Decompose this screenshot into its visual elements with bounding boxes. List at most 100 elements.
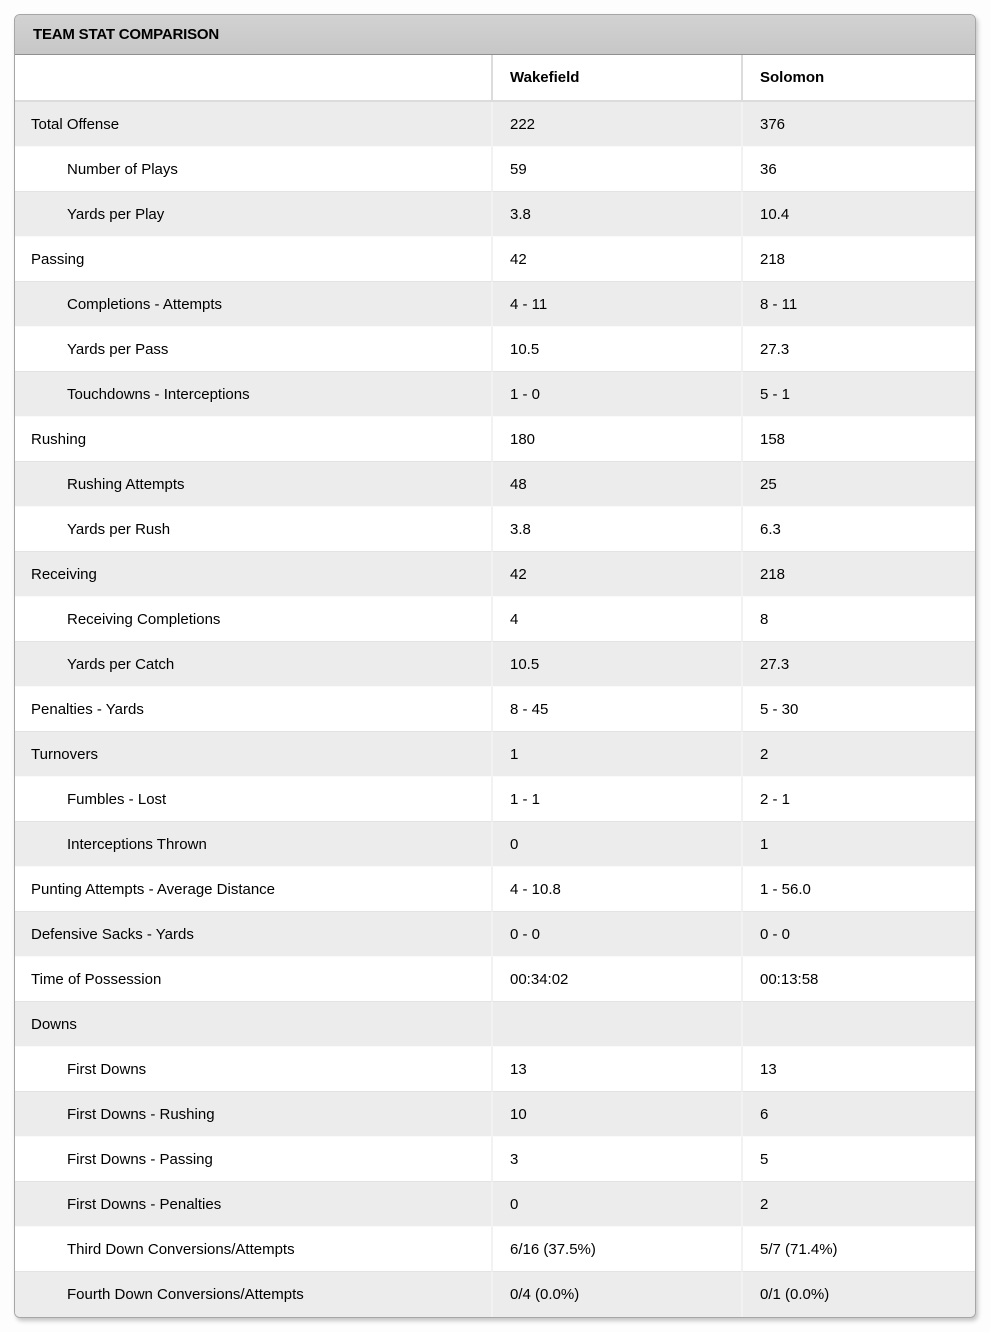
stat-value-solomon: 36 xyxy=(741,147,975,192)
stat-label: Turnovers xyxy=(15,732,491,777)
table-row: First Downs - Rushing 10 6 xyxy=(15,1092,975,1137)
table-row: First Downs 13 13 xyxy=(15,1047,975,1092)
stat-value-solomon: 10.4 xyxy=(741,192,975,237)
panel-header: TEAM STAT COMPARISON xyxy=(15,15,975,55)
stat-value-solomon: 5/7 (71.4%) xyxy=(741,1227,975,1272)
stat-value-wakefield: 180 xyxy=(491,417,741,462)
table-row: Receiving Completions 4 8 xyxy=(15,597,975,642)
table-row: Yards per Play 3.8 10.4 xyxy=(15,192,975,237)
stat-value-wakefield: 42 xyxy=(491,552,741,597)
table-row: Fumbles - Lost 1 - 1 2 - 1 xyxy=(15,777,975,822)
stat-value-wakefield: 222 xyxy=(491,102,741,147)
stat-label: Punting Attempts - Average Distance xyxy=(15,867,491,912)
stat-label: Yards per Rush xyxy=(15,507,491,552)
stat-label: Passing xyxy=(15,237,491,282)
stat-value-wakefield: 0 xyxy=(491,822,741,867)
stat-label: Rushing Attempts xyxy=(15,462,491,507)
stat-value-solomon: 218 xyxy=(741,237,975,282)
table-row: Number of Plays 59 36 xyxy=(15,147,975,192)
table-row: Punting Attempts - Average Distance 4 - … xyxy=(15,867,975,912)
stat-name-column-header xyxy=(15,55,491,102)
stat-label: Fumbles - Lost xyxy=(15,777,491,822)
stat-value-solomon: 27.3 xyxy=(741,642,975,687)
stat-value-wakefield: 4 xyxy=(491,597,741,642)
stat-value-solomon: 5 xyxy=(741,1137,975,1182)
team-column-header-solomon: Solomon xyxy=(741,55,975,102)
stat-label: Completions - Attempts xyxy=(15,282,491,327)
table-row: Downs xyxy=(15,1002,975,1047)
table-row: Interceptions Thrown 0 1 xyxy=(15,822,975,867)
stat-value-solomon: 5 - 1 xyxy=(741,372,975,417)
stat-label: Touchdowns - Interceptions xyxy=(15,372,491,417)
stat-value-wakefield: 13 xyxy=(491,1047,741,1092)
stat-value-solomon: 218 xyxy=(741,552,975,597)
table-row: Fourth Down Conversions/Attempts 0/4 (0.… xyxy=(15,1272,975,1317)
stat-value-wakefield: 00:34:02 xyxy=(491,957,741,1002)
stat-value-solomon: 158 xyxy=(741,417,975,462)
stat-value-solomon: 27.3 xyxy=(741,327,975,372)
stat-label: Third Down Conversions/Attempts xyxy=(15,1227,491,1272)
stat-label: Receiving Completions xyxy=(15,597,491,642)
stat-value-wakefield: 3.8 xyxy=(491,507,741,552)
stat-value-solomon: 376 xyxy=(741,102,975,147)
stat-label: Total Offense xyxy=(15,102,491,147)
stat-value-solomon: 6.3 xyxy=(741,507,975,552)
stat-value-wakefield: 0 xyxy=(491,1182,741,1227)
stat-value-wakefield: 59 xyxy=(491,147,741,192)
stat-value-solomon: 25 xyxy=(741,462,975,507)
table-row: Passing 42 218 xyxy=(15,237,975,282)
stat-value-wakefield: 4 - 11 xyxy=(491,282,741,327)
stat-label: Penalties - Yards xyxy=(15,687,491,732)
table-row: Yards per Pass 10.5 27.3 xyxy=(15,327,975,372)
table-row: Turnovers 1 2 xyxy=(15,732,975,777)
stat-value-wakefield: 1 - 0 xyxy=(491,372,741,417)
table-row: Completions - Attempts 4 - 11 8 - 11 xyxy=(15,282,975,327)
stat-value-solomon: 2 xyxy=(741,1182,975,1227)
stat-value-wakefield: 3.8 xyxy=(491,192,741,237)
table-row: Yards per Catch 10.5 27.3 xyxy=(15,642,975,687)
stat-label: Yards per Catch xyxy=(15,642,491,687)
table-row: Receiving 42 218 xyxy=(15,552,975,597)
stat-label: Defensive Sacks - Yards xyxy=(15,912,491,957)
table-row: Third Down Conversions/Attempts 6/16 (37… xyxy=(15,1227,975,1272)
stat-label: First Downs - Passing xyxy=(15,1137,491,1182)
stat-value-wakefield: 8 - 45 xyxy=(491,687,741,732)
table-row: First Downs - Passing 3 5 xyxy=(15,1137,975,1182)
table-row: Touchdowns - Interceptions 1 - 0 5 - 1 xyxy=(15,372,975,417)
table-row: First Downs - Penalties 0 2 xyxy=(15,1182,975,1227)
stat-value-solomon: 2 - 1 xyxy=(741,777,975,822)
stat-value-solomon: 5 - 30 xyxy=(741,687,975,732)
stat-value-wakefield: 48 xyxy=(491,462,741,507)
stat-value-solomon: 1 - 56.0 xyxy=(741,867,975,912)
stat-value-wakefield: 1 - 1 xyxy=(491,777,741,822)
stat-value-wakefield: 10 xyxy=(491,1092,741,1137)
stat-value-solomon: 6 xyxy=(741,1092,975,1137)
stat-value-wakefield: 4 - 10.8 xyxy=(491,867,741,912)
table-row: Time of Possession 00:34:02 00:13:58 xyxy=(15,957,975,1002)
stat-label: Rushing xyxy=(15,417,491,462)
column-header-row: Wakefield Solomon xyxy=(15,55,975,102)
stat-value-solomon: 1 xyxy=(741,822,975,867)
stat-value-wakefield: 0/4 (0.0%) xyxy=(491,1272,741,1317)
stat-value-solomon: 13 xyxy=(741,1047,975,1092)
stat-value-solomon xyxy=(741,1002,975,1047)
stat-label: Downs xyxy=(15,1002,491,1047)
stat-value-wakefield: 10.5 xyxy=(491,327,741,372)
team-column-header-wakefield: Wakefield xyxy=(491,55,741,102)
stat-label: Interceptions Thrown xyxy=(15,822,491,867)
table-row: Rushing 180 158 xyxy=(15,417,975,462)
stat-label: First Downs - Penalties xyxy=(15,1182,491,1227)
stat-label: Yards per Play xyxy=(15,192,491,237)
table-row: Total Offense 222 376 xyxy=(15,102,975,147)
table-row: Rushing Attempts 48 25 xyxy=(15,462,975,507)
stat-value-solomon: 8 - 11 xyxy=(741,282,975,327)
stat-label: Receiving xyxy=(15,552,491,597)
table-row: Yards per Rush 3.8 6.3 xyxy=(15,507,975,552)
team-stats-table: Wakefield Solomon Total Offense 222 376 … xyxy=(15,55,975,1317)
stat-value-wakefield: 1 xyxy=(491,732,741,777)
stat-value-solomon: 00:13:58 xyxy=(741,957,975,1002)
stat-label: Time of Possession xyxy=(15,957,491,1002)
stat-value-wakefield xyxy=(491,1002,741,1047)
table-row: Defensive Sacks - Yards 0 - 0 0 - 0 xyxy=(15,912,975,957)
stat-value-wakefield: 3 xyxy=(491,1137,741,1182)
